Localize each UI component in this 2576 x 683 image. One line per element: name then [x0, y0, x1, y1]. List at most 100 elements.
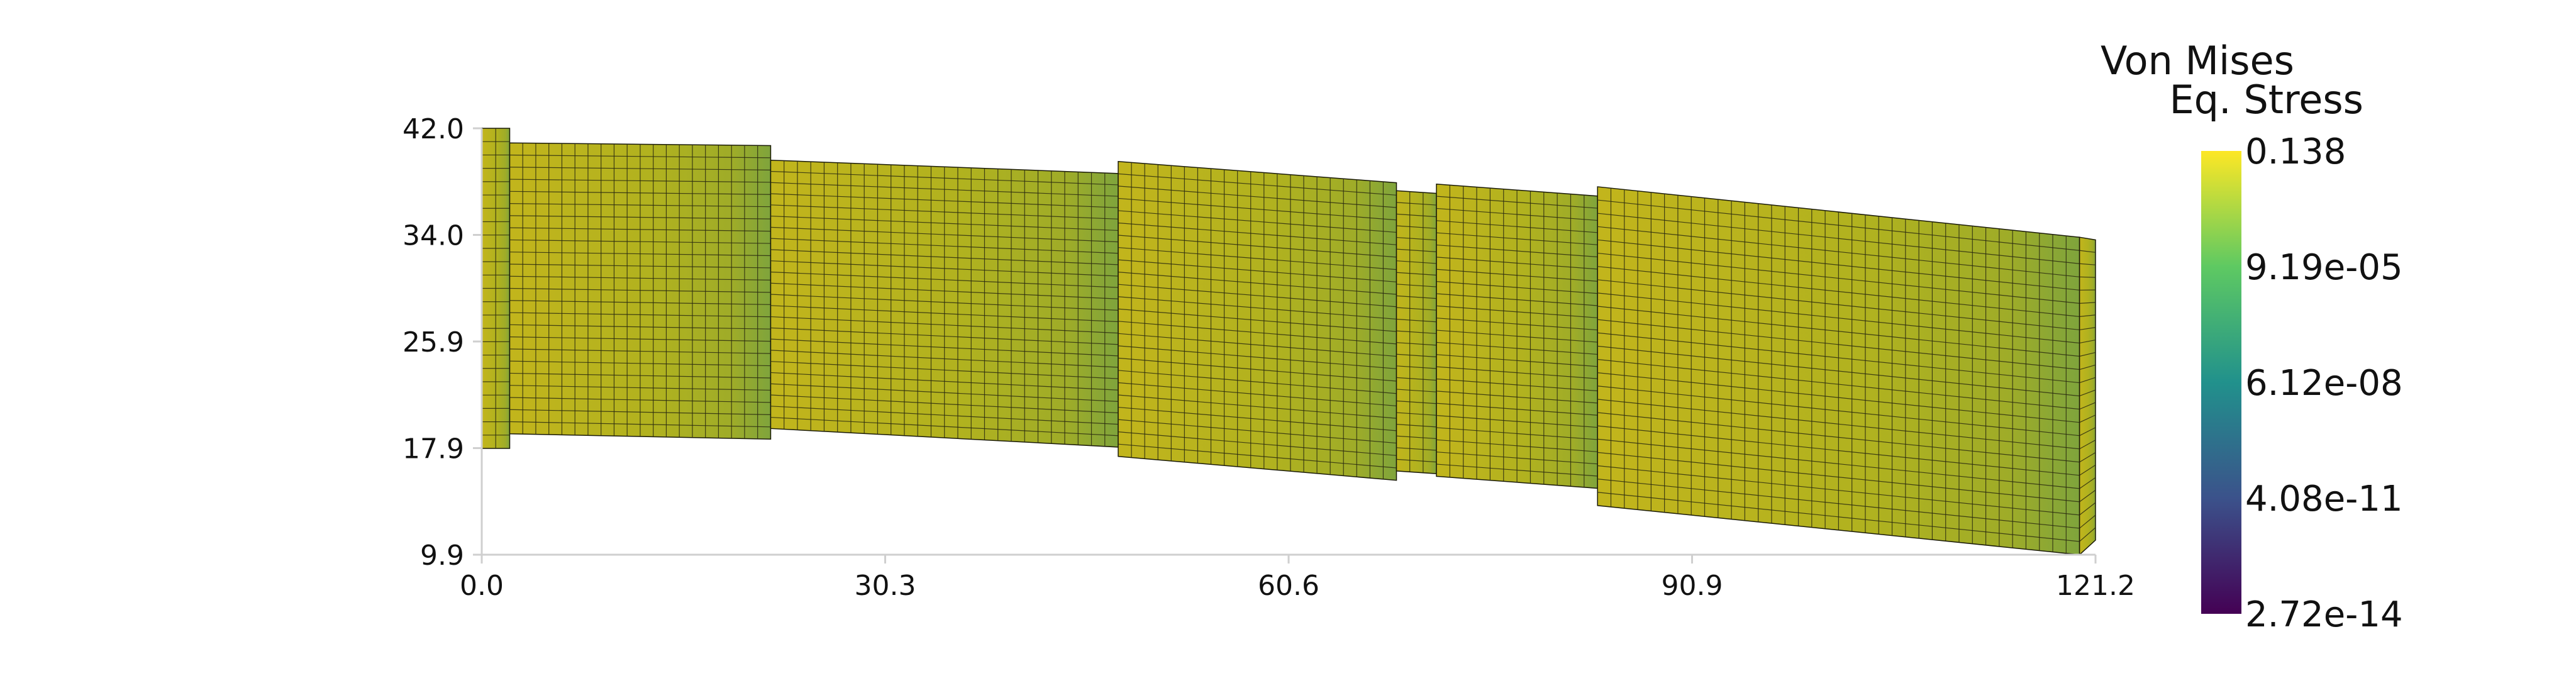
mesh-segment — [2079, 236, 2096, 556]
mesh-row-line — [1118, 247, 1397, 270]
mesh-row-line — [1396, 295, 1437, 299]
mesh-row-line — [1396, 353, 1437, 358]
mesh-row-line — [509, 287, 771, 293]
mesh-row-line — [509, 360, 771, 367]
mesh-row-line — [509, 397, 771, 403]
mesh-row-line — [1118, 321, 1397, 345]
colorbar-tick-label: 9.19e-05 — [2245, 247, 2403, 288]
mesh-row-line — [770, 338, 1119, 357]
mesh-row-line — [509, 385, 771, 391]
mesh-row-line — [2079, 314, 2096, 317]
colorbar-title-line1: Von Mises — [2101, 38, 2294, 84]
mesh-row-line — [770, 182, 1119, 197]
mesh-row-line — [770, 327, 1119, 345]
mesh-row-line — [2079, 352, 2096, 357]
mesh-row-line — [1118, 357, 1397, 382]
mesh-row-line — [2079, 414, 2096, 423]
colorbar: Von Mises Eq. Stress 0.138 9.19e-05 6.12e-… — [2101, 38, 2403, 635]
mesh-row-line — [1118, 431, 1397, 456]
mesh-row-line — [1118, 382, 1397, 407]
mesh-row-line — [1597, 425, 2080, 476]
mesh-row-line — [770, 271, 1119, 288]
mesh-row-line — [2079, 389, 2096, 397]
mesh-row-line — [1396, 248, 1437, 252]
mesh-row-line — [1436, 208, 1598, 221]
colorbar-ticks: 0.138 9.19e-05 6.12e-08 4.08e-11 2.72e-14 — [2245, 131, 2403, 635]
mesh-row-line — [770, 260, 1119, 277]
mesh-row-line — [2079, 489, 2096, 503]
mesh-row-line — [1118, 259, 1397, 282]
mesh-row-line — [1597, 292, 2080, 344]
mesh-row-line — [1597, 279, 2080, 331]
mesh-row-line — [509, 348, 771, 354]
mesh-row-line — [2079, 464, 2096, 476]
mesh-row-line — [509, 421, 771, 428]
mesh-row-line — [1597, 239, 2080, 291]
mesh-row-line — [1597, 252, 2080, 304]
mesh-row-line — [1396, 318, 1437, 323]
mesh-row-line — [509, 264, 771, 269]
y-tick-label: 42.0 — [402, 113, 464, 145]
mesh-row-line — [1436, 196, 1598, 209]
mesh-row-line — [1436, 305, 1598, 318]
mesh-row-line — [1396, 412, 1437, 416]
mesh-row-line — [1118, 186, 1397, 208]
mesh-row-line — [509, 275, 771, 281]
mesh-row-line — [1436, 366, 1598, 379]
mesh-row-line — [2079, 250, 2096, 253]
x-tick-label: 30.3 — [855, 570, 916, 602]
mesh-row-line — [1396, 365, 1437, 369]
mesh-row-line — [2079, 477, 2096, 489]
mesh-row-line — [770, 215, 1119, 231]
mesh-row-line — [770, 282, 1119, 299]
mesh-row-line — [1118, 173, 1397, 196]
mesh-row-line — [770, 416, 1119, 436]
mesh-row-line — [1436, 293, 1598, 306]
mesh-row-line — [1118, 308, 1397, 332]
mesh-row-line — [1597, 306, 2080, 357]
mesh-row-line — [2079, 527, 2096, 542]
mesh-row-line — [770, 394, 1119, 414]
mesh-row-line — [509, 154, 771, 158]
mesh-row-line — [1436, 452, 1598, 465]
mesh-row-line — [1597, 479, 2080, 529]
mesh-row-line — [509, 167, 771, 170]
mesh-row-line — [509, 215, 771, 219]
mesh-row-line — [1436, 403, 1598, 416]
mesh-row-line — [1436, 232, 1598, 245]
mesh-row-line — [2079, 452, 2096, 463]
y-tick-label: 9.9 — [420, 540, 464, 572]
mesh-row-line — [1597, 358, 2080, 410]
mesh-row-line — [1118, 370, 1397, 394]
mesh-row-line — [1436, 220, 1598, 233]
mesh-row-line — [770, 361, 1119, 379]
mesh-row-line — [1118, 394, 1397, 419]
colorbar-title-line2: Eq. Stress — [2170, 77, 2364, 123]
mesh-row-line — [770, 226, 1119, 243]
mesh-row-line — [1118, 210, 1397, 233]
colorbar-tick-label: 2.72e-14 — [2245, 594, 2403, 635]
mesh-row-line — [1436, 257, 1598, 270]
colorbar-tick-label: 6.12e-08 — [2245, 363, 2403, 404]
mesh-row-line — [1597, 465, 2080, 516]
mesh-row-line — [1436, 427, 1598, 440]
mesh-row-line — [1597, 452, 2080, 503]
mesh-row-line — [770, 249, 1119, 265]
mesh-row-line — [1436, 342, 1598, 355]
mesh-row-line — [1436, 464, 1598, 477]
mesh-row-line — [509, 239, 771, 244]
mesh-row-line — [1396, 272, 1437, 276]
mesh-row-line — [2079, 377, 2096, 384]
mesh-row-line — [1396, 377, 1437, 381]
x-tick-label: 90.9 — [1662, 570, 1723, 602]
mesh-row-line — [1436, 414, 1598, 428]
mesh-row-line — [770, 294, 1119, 311]
mesh-row-line — [1396, 447, 1437, 451]
mesh-row-line — [1118, 296, 1397, 320]
x-tick-label: 0.0 — [460, 570, 504, 602]
mesh-row-line — [1597, 319, 2080, 370]
mesh-row-line — [1118, 235, 1397, 258]
x-tick-label: 60.6 — [1258, 570, 1319, 602]
mesh-row-line — [1396, 389, 1437, 392]
mesh-row-line — [1396, 260, 1437, 264]
